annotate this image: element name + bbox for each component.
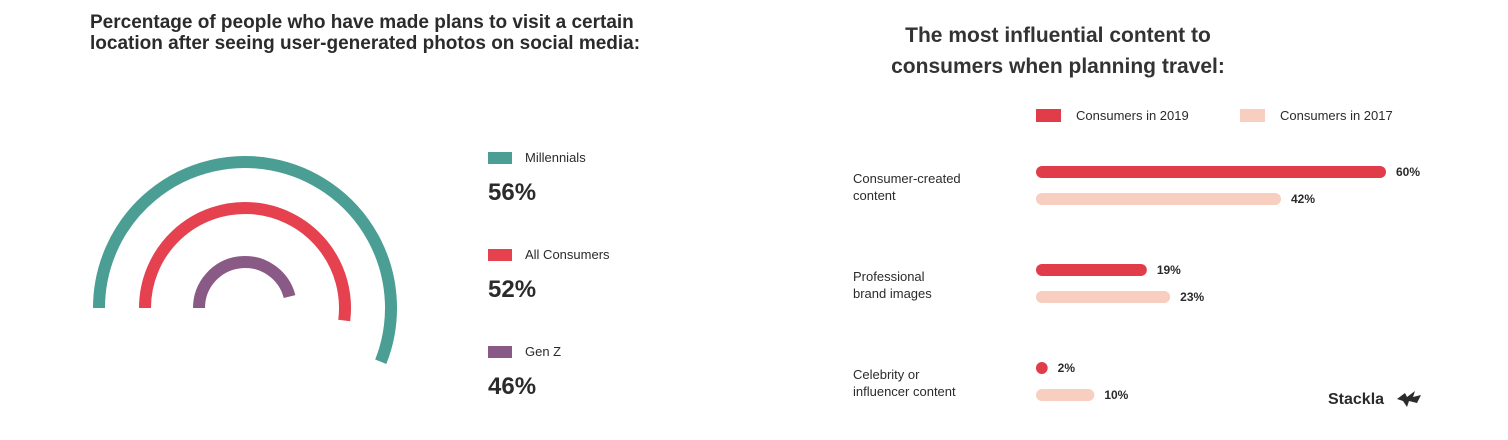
- legend-swatch: [488, 152, 512, 164]
- category-label: content: [853, 188, 896, 203]
- brand-logo-text: Stackla: [1328, 391, 1385, 408]
- data-label: 23%: [1180, 290, 1204, 304]
- data-label: 2%: [1058, 361, 1076, 375]
- data-label: 19%: [1157, 263, 1181, 277]
- value-label: 56%: [488, 179, 536, 206]
- legend-swatch: [1036, 109, 1061, 122]
- legend-label: Gen Z: [525, 344, 561, 359]
- right-chart-title: The most influential content to consumer…: [891, 24, 1225, 78]
- legend-label: Consumers in 2017: [1280, 108, 1393, 123]
- legend-label: Consumers in 2019: [1076, 108, 1189, 123]
- value-label: 52%: [488, 276, 536, 303]
- brand-logo-icon: [1397, 391, 1421, 407]
- category-label: brand images: [853, 286, 932, 301]
- bar-2019: [1036, 166, 1386, 178]
- bar-2017: [1036, 389, 1095, 401]
- arc-millennials: [93, 156, 397, 364]
- bar-2019: [1036, 264, 1147, 276]
- legend-label: All Consumers: [525, 247, 610, 262]
- category-label: Consumer-created: [853, 171, 961, 186]
- legend-label: Millennials: [525, 150, 586, 165]
- data-label: 42%: [1291, 192, 1315, 206]
- category-label: influencer content: [853, 384, 956, 399]
- category-label: Celebrity or: [853, 367, 920, 382]
- left-chart-title: Percentage of people who have made plans…: [90, 12, 641, 54]
- data-label: 60%: [1396, 165, 1420, 179]
- legend-swatch: [488, 249, 512, 261]
- bar-2019: [1036, 362, 1048, 374]
- legend-swatch: [488, 346, 512, 358]
- value-label: 46%: [488, 373, 536, 400]
- arc-all-consumers: [139, 202, 351, 322]
- data-label: 10%: [1104, 388, 1128, 402]
- bar-2017: [1036, 291, 1171, 303]
- arc-gen-z: [193, 256, 296, 309]
- legend-swatch: [1240, 109, 1265, 122]
- category-label: Professional: [853, 269, 925, 284]
- bar-2017: [1036, 193, 1281, 205]
